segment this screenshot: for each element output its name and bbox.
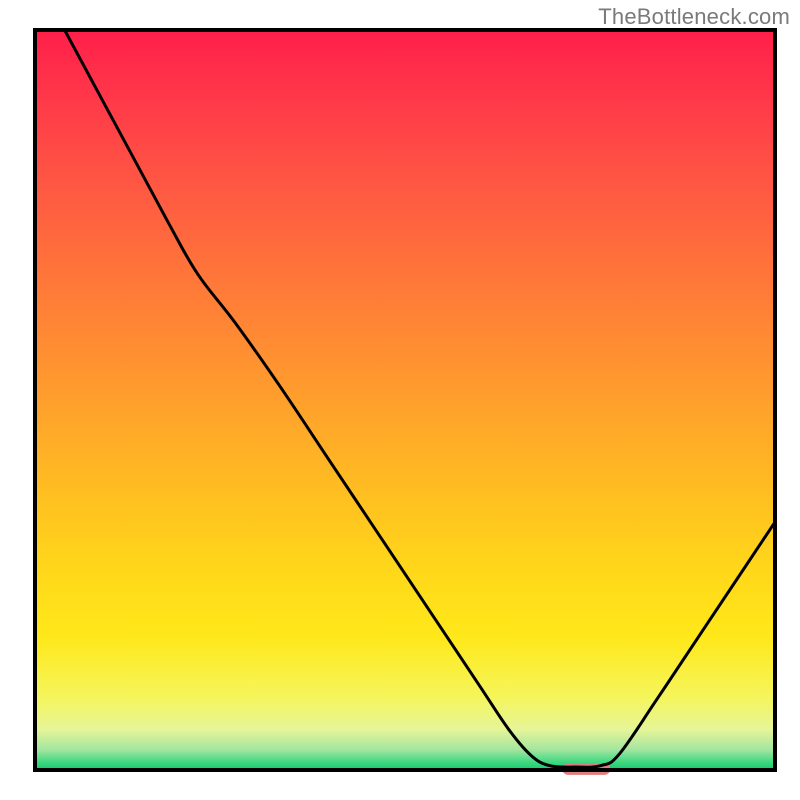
chart-canvas <box>0 0 800 800</box>
watermark-text: TheBottleneck.com <box>598 4 790 30</box>
plot-background <box>35 30 775 770</box>
bottleneck-chart: TheBottleneck.com <box>0 0 800 800</box>
